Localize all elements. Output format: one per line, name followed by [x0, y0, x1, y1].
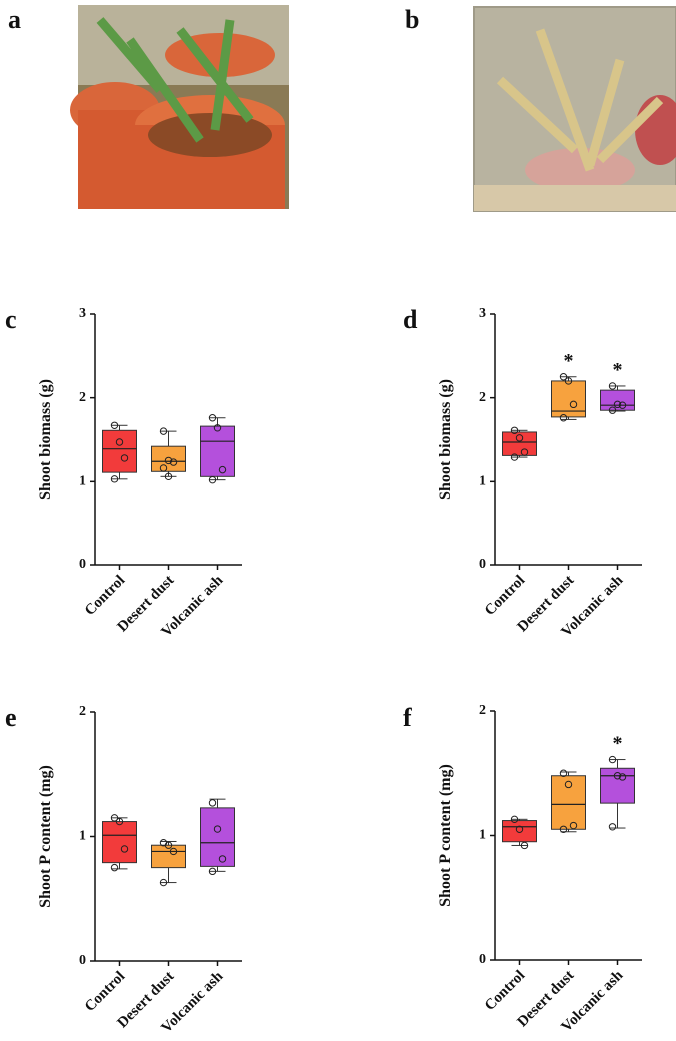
y-axis-label: Shoot P content (mg)	[37, 765, 54, 908]
y-tick-label: 1	[479, 828, 486, 843]
point	[120, 845, 129, 853]
point	[159, 878, 168, 887]
y-axis-label: Shoot P content (mg)	[437, 764, 454, 907]
y-tick-label: 3	[479, 306, 486, 321]
y-tick-label: 0	[479, 952, 486, 967]
y-tick-label: 0	[79, 557, 86, 572]
point	[608, 382, 617, 390]
significance: *	[613, 359, 623, 381]
point	[559, 825, 568, 833]
point	[164, 841, 173, 849]
significance: *	[613, 733, 623, 755]
y-axis-label: Shoot biomass (g)	[37, 379, 54, 500]
box	[551, 775, 586, 830]
y-tick-label: 3	[79, 306, 86, 321]
point	[520, 448, 529, 456]
point	[208, 867, 217, 876]
box	[151, 445, 186, 472]
point	[110, 863, 119, 872]
point	[208, 414, 217, 422]
x-tick-label: Control	[482, 573, 528, 619]
y-tick-label: 1	[79, 474, 86, 489]
panel-label: d	[403, 305, 418, 334]
point	[213, 424, 222, 432]
y-tick-label: 2	[479, 703, 486, 718]
point	[110, 475, 119, 483]
point	[218, 465, 227, 474]
point	[515, 825, 524, 833]
point	[510, 426, 519, 434]
y-tick-label: 2	[79, 390, 86, 405]
point	[110, 814, 119, 822]
box	[502, 431, 537, 456]
x-tick-label: Control	[482, 968, 528, 1014]
point	[208, 475, 217, 484]
point	[510, 815, 519, 824]
photo-a	[70, 5, 289, 209]
point	[569, 821, 578, 830]
point	[564, 377, 573, 385]
box	[200, 807, 235, 867]
panel-label: e	[5, 703, 17, 732]
point	[520, 841, 529, 850]
y-tick-label: 2	[479, 390, 486, 405]
point	[213, 825, 222, 833]
box	[200, 425, 235, 477]
point	[510, 453, 519, 461]
point	[564, 780, 573, 789]
x-tick-label: Control	[82, 969, 128, 1015]
box	[102, 429, 137, 473]
point	[569, 400, 578, 409]
point	[559, 769, 568, 777]
point	[618, 401, 627, 409]
point	[169, 847, 178, 856]
point	[169, 458, 178, 466]
point	[559, 373, 568, 381]
point	[613, 772, 622, 780]
point	[608, 406, 617, 414]
point	[159, 464, 168, 472]
point	[208, 799, 217, 807]
y-tick-label: 0	[79, 953, 86, 968]
point	[115, 438, 124, 446]
y-tick-label: 0	[479, 557, 486, 572]
point	[110, 421, 119, 429]
panel-label: c	[5, 305, 17, 334]
y-axis-label: Shoot biomass (g)	[437, 379, 454, 500]
panel-label: f	[403, 703, 412, 732]
y-tick-label: 1	[479, 474, 486, 489]
point	[618, 773, 627, 781]
point	[159, 427, 168, 435]
point	[218, 855, 227, 863]
point	[120, 454, 129, 462]
y-tick-label: 2	[79, 704, 86, 719]
point	[115, 817, 124, 826]
point	[164, 456, 173, 465]
point	[608, 755, 617, 764]
significance: *	[564, 350, 574, 372]
point	[608, 823, 617, 831]
box	[102, 821, 137, 864]
y-tick-label: 1	[79, 829, 86, 844]
point	[164, 472, 173, 481]
box	[502, 820, 537, 843]
box	[600, 767, 635, 804]
photo-b	[473, 6, 676, 212]
point	[559, 414, 568, 422]
panel-label: a	[8, 5, 21, 34]
x-tick-label: Control	[82, 573, 128, 619]
point	[613, 400, 622, 409]
panel-label: b	[405, 5, 419, 34]
point	[515, 434, 524, 442]
